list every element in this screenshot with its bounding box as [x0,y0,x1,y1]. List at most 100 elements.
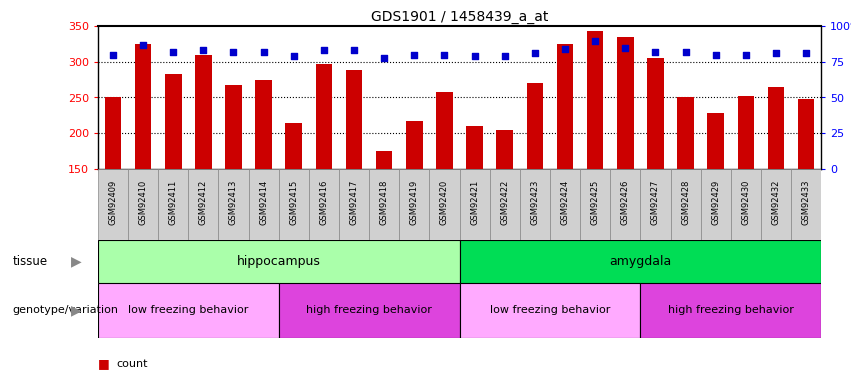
Bar [219,169,248,240]
Point [377,55,391,61]
Bar [376,151,392,169]
Bar [647,58,664,169]
Point [468,53,482,59]
Bar [316,64,332,169]
Bar [677,98,694,169]
Text: low freezing behavior: low freezing behavior [129,305,248,315]
Text: GSM92419: GSM92419 [410,179,419,225]
Bar [460,240,821,283]
Bar [640,283,821,338]
Text: genotype/variation: genotype/variation [13,305,119,315]
Text: GSM92409: GSM92409 [108,179,117,225]
Text: GSM92421: GSM92421 [470,179,479,225]
Text: high freezing behavior: high freezing behavior [668,305,794,315]
Text: GSM92426: GSM92426 [621,179,630,225]
Bar [278,283,460,338]
Point [739,52,752,58]
Bar [430,169,460,240]
Bar [707,113,724,169]
Text: ▶: ▶ [71,255,82,268]
Text: GSM92432: GSM92432 [772,179,780,225]
Text: GSM92411: GSM92411 [168,179,178,225]
Point [317,48,331,54]
Text: GSM92425: GSM92425 [591,179,600,225]
Bar [550,169,580,240]
Bar [195,56,212,169]
Point [437,52,451,58]
Text: low freezing behavior: low freezing behavior [490,305,610,315]
Text: ▶: ▶ [71,303,82,317]
Bar [527,82,543,169]
Point [709,52,722,58]
Text: GSM92413: GSM92413 [229,179,238,225]
Point [528,50,542,56]
Bar [134,44,151,169]
Point [619,45,632,51]
Bar [496,130,513,169]
Point [558,46,572,52]
Bar [489,169,520,240]
Bar [255,80,272,169]
Bar [188,169,219,240]
Text: GSM92433: GSM92433 [802,179,811,225]
Text: GSM92430: GSM92430 [741,179,751,225]
Bar [738,96,754,169]
Bar [346,70,363,169]
Bar [580,169,610,240]
Point [347,48,361,54]
Bar [285,123,302,169]
Bar [798,99,814,169]
Point [799,50,813,56]
Bar [278,169,309,240]
Bar [399,169,430,240]
Text: GSM92422: GSM92422 [500,179,509,225]
Point [226,49,240,55]
Bar [587,30,603,169]
Bar [640,169,671,240]
Bar [226,86,242,169]
Text: GSM92420: GSM92420 [440,179,449,225]
Bar [437,92,453,169]
Text: GSM92415: GSM92415 [289,179,298,225]
Point [287,53,300,59]
Bar [158,169,188,240]
Text: GSM92429: GSM92429 [711,179,720,225]
Text: GSM92417: GSM92417 [350,179,358,225]
Point [106,52,120,58]
Bar [731,169,761,240]
Bar [98,283,278,338]
Point [167,49,180,55]
Bar [406,121,423,169]
Text: count: count [117,359,148,369]
Text: ■: ■ [98,357,110,370]
Point [648,49,662,55]
Text: GSM92423: GSM92423 [530,179,540,225]
Point [588,38,602,44]
Text: GSM92428: GSM92428 [681,179,690,225]
Bar [768,87,785,169]
Point [769,50,783,56]
Text: GSM92410: GSM92410 [139,179,147,225]
Bar [460,283,640,338]
Text: hippocampus: hippocampus [237,255,321,268]
Text: GSM92424: GSM92424 [561,179,569,225]
Text: GSM92418: GSM92418 [380,179,389,225]
Text: GSM92414: GSM92414 [260,179,268,225]
Text: high freezing behavior: high freezing behavior [306,305,432,315]
Point [408,52,421,58]
Bar [460,169,489,240]
Bar [98,240,460,283]
Bar [520,169,550,240]
Point [136,42,150,48]
Bar [557,44,574,169]
Text: amygdala: amygdala [609,255,671,268]
Bar [98,169,128,240]
Text: GSM92416: GSM92416 [319,179,328,225]
Bar [791,169,821,240]
Bar [165,74,181,169]
Bar [700,169,731,240]
Bar [248,169,278,240]
Text: GSM92427: GSM92427 [651,179,660,225]
Text: GSM92412: GSM92412 [199,179,208,225]
Bar [309,169,339,240]
